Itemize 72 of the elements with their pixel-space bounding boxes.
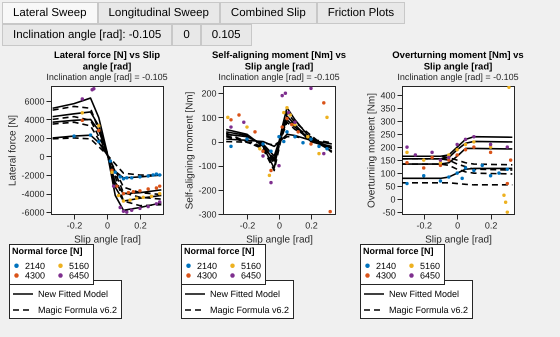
x-tick-label: 0 <box>455 220 460 230</box>
y-tick-label: -50 <box>382 208 396 218</box>
y-tick-label: 100 <box>201 112 216 123</box>
y-tick-label: 250 <box>380 130 396 140</box>
y-tick-label: 4000 <box>24 114 44 125</box>
legend-label: 5160 <box>241 260 262 271</box>
legend-label: 2140 <box>376 260 396 271</box>
x-tick-label: 0.2 <box>305 220 318 230</box>
legend-label: Magic Formula v6.2 <box>38 305 118 315</box>
y-tick-label: 200 <box>380 142 396 153</box>
y-tick-label: 0 <box>39 152 44 162</box>
text: 0 <box>172 24 201 46</box>
legend-label: 2140 <box>197 260 218 271</box>
y-tick-label: -200 <box>198 185 216 196</box>
legend-label: Magic Formula v6.2 <box>389 305 468 315</box>
y-tick-label: -100 <box>198 161 216 172</box>
legend-label: 4300 <box>197 270 218 280</box>
text: 0.105 <box>200 24 252 46</box>
x-tick-label: 0.2 <box>134 220 147 230</box>
x-tick-label: 0 <box>104 220 110 230</box>
x-axis-title: Slip angle [rad] <box>246 234 314 246</box>
y-tick-label: 300 <box>380 116 396 127</box>
y-axis-title: Self-aligning moment [Nm] <box>184 91 196 210</box>
y-tick-label: 150 <box>380 156 396 166</box>
legend-label: 5160 <box>420 260 440 271</box>
y-tick-label: -4000 <box>21 189 44 200</box>
chart-title: Lateral force [N] vs Slip angle [rad] <box>54 50 160 72</box>
legend-title: Normal force [N] <box>12 246 83 256</box>
chart-subtitle: Inclination angle [rad] = -0.105 <box>397 72 519 82</box>
y-tick-label: -2000 <box>21 170 44 181</box>
legend-label: 4300 <box>25 270 46 280</box>
chart-title: Self-aligning moment [Nm] vs Slip angle [rad] <box>212 50 346 72</box>
y-axis-title: Overturning moment [Nm] <box>366 92 378 208</box>
y-tick-label: 400 <box>380 90 396 101</box>
y-tick-label: 100 <box>380 168 396 179</box>
legend-label: 5160 <box>69 260 90 271</box>
x-tick-label: -0.2 <box>416 220 432 230</box>
x-tick-label: -0.2 <box>66 220 82 230</box>
legend-label: 6450 <box>241 270 262 280</box>
text: Longitudinal Sweep <box>98 2 220 24</box>
y-tick-label: -6000 <box>21 208 44 218</box>
chart-title: Overturning moment [Nm] vs Slip angle [rad] <box>392 50 524 72</box>
y-tick-label: -300 <box>198 210 216 220</box>
y-tick-label: 50 <box>385 182 396 192</box>
legend-label: New Fitted Model <box>389 289 460 299</box>
legend-title: Normal force [N] <box>184 246 255 256</box>
text: Inclination angle [rad]: -0.105 <box>2 24 172 46</box>
legend-label: 6450 <box>420 270 440 280</box>
legend-label: New Fitted Model <box>38 289 108 299</box>
y-tick-label: 2000 <box>24 133 44 144</box>
legend-label: 2140 <box>25 260 46 271</box>
y-tick-label: 6000 <box>24 96 44 106</box>
legend-label: 4300 <box>376 270 396 280</box>
legend-label: Magic Formula v6.2 <box>210 305 290 315</box>
legend-title: Normal force [N] <box>363 246 434 256</box>
y-axis-title: Lateral force [N] <box>7 114 18 186</box>
text: Friction Plots <box>316 2 406 24</box>
y-tick-label: 350 <box>380 104 396 114</box>
x-axis-title: Slip angle [rad] <box>74 234 142 246</box>
legend-label: 6450 <box>69 270 90 280</box>
x-axis-title: Slip angle [rad] <box>425 234 492 246</box>
chart-subtitle: Inclination angle [rad] = -0.105 <box>46 72 168 82</box>
legend-label: New Fitted Model <box>210 289 280 299</box>
text: Lateral Sweep <box>2 2 98 24</box>
x-tick-label: -0.2 <box>240 220 256 230</box>
y-tick-label: 0 <box>211 137 216 148</box>
x-tick-label: 0 <box>276 220 282 230</box>
text: Combined Slip <box>220 2 317 24</box>
chart-subtitle: Inclination angle [rad] = -0.105 <box>218 72 340 82</box>
x-tick-label: 0.2 <box>484 220 498 230</box>
y-tick-label: 200 <box>201 88 216 99</box>
y-tick-label: 0 <box>390 194 396 205</box>
